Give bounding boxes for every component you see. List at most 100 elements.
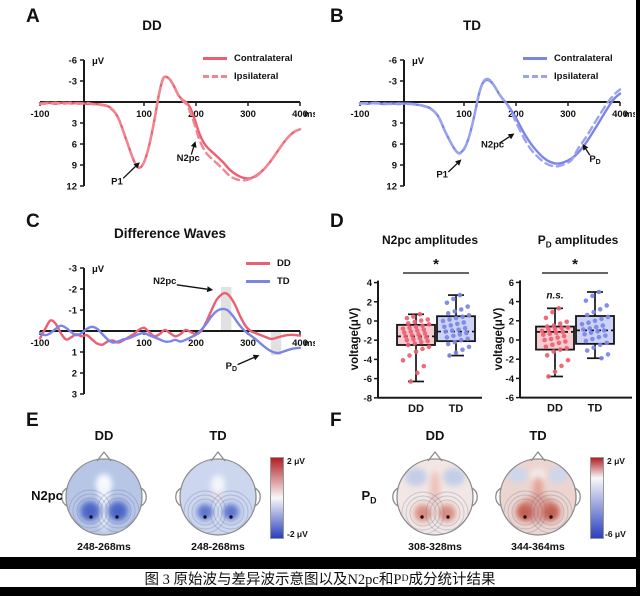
colorbar-e-max: 2 μV <box>287 456 305 466</box>
legend-label: Contralateral <box>234 53 293 64</box>
data-point <box>559 325 564 331</box>
y-tick-label: 3 <box>392 119 397 130</box>
topo-blob <box>85 507 95 517</box>
n2pc-amplitudes-title: N2pc amplitudes <box>381 233 479 247</box>
contour-ring <box>187 494 223 530</box>
data-point <box>420 323 425 329</box>
left-ear-icon <box>495 487 502 507</box>
topo-blob <box>214 499 222 523</box>
legend-label: Ipsilateral <box>554 71 599 82</box>
x-tick-label: 400 <box>292 338 308 349</box>
panel-d-letter: D <box>330 211 344 232</box>
electrode-dot <box>89 515 93 519</box>
data-point <box>588 330 594 336</box>
data-point <box>404 315 410 321</box>
pd-row-label: PD <box>346 488 392 506</box>
caption-sub: D <box>401 572 409 584</box>
difference-waves-plot: -3 -2 -1 1 2 3 -100 100 200 300 400ms μV N2pc PD <box>30 264 315 401</box>
figure-caption: 图 3 原始波与差异波示意图以及N2pc和P D 成分统计结果 <box>0 567 640 589</box>
topo-blob <box>405 468 427 486</box>
data-point <box>452 339 457 345</box>
data-point <box>417 335 423 341</box>
data-point <box>420 346 425 352</box>
data-point <box>461 320 467 325</box>
right-ear-icon <box>471 487 478 507</box>
ipsilateral-line-icon <box>523 75 547 78</box>
data-point <box>559 363 564 369</box>
pd-title-post: amplitudes <box>551 233 619 247</box>
annotation-label: N2pc <box>153 276 176 287</box>
topo-blob <box>443 468 465 486</box>
data-point <box>408 379 414 384</box>
data-point <box>597 342 603 348</box>
y-tick-label: -4 <box>364 355 373 366</box>
x-axis-unit: ms <box>304 338 315 349</box>
data-point <box>584 312 590 318</box>
nose-icon <box>210 451 226 462</box>
y-tick-label: -6 <box>364 374 372 385</box>
data-point <box>426 322 432 327</box>
contour-ring <box>533 494 569 530</box>
data-point <box>413 324 419 330</box>
erp-plot-dd: -6 -3 3 6 9 12 -100 100 200 300 400ms μV P1 N2pc <box>30 56 315 193</box>
data-point <box>599 316 604 322</box>
topomap-dd <box>397 459 473 535</box>
left-ear-icon <box>61 487 68 507</box>
topo-blob <box>548 467 568 483</box>
x-tick-label: -100 <box>30 109 49 120</box>
legend-ipsilateral: Ipsilateral <box>523 71 613 82</box>
y-tick-label: 0 <box>367 317 372 328</box>
topo-e-td-window: 248-268ms <box>191 541 245 553</box>
contralateral-line-icon <box>203 57 227 60</box>
data-point <box>451 333 456 339</box>
topo-e-dd-title: DD <box>94 428 114 443</box>
data-point <box>412 319 417 325</box>
data-point <box>563 339 568 344</box>
data-point <box>415 328 420 333</box>
legend-ipsilateral: Ipsilateral <box>203 71 293 82</box>
y-tick-label: 2 <box>509 316 514 327</box>
data-point <box>447 353 452 358</box>
x-tick-label: 300 <box>560 109 576 120</box>
annotation-label: PD <box>589 154 600 166</box>
significance-band <box>270 331 282 356</box>
y-tick-label: 6 <box>72 140 77 151</box>
right-ear-icon <box>254 487 261 507</box>
pd-title-sub: D <box>545 240 552 250</box>
caption-bottom-band <box>0 589 640 596</box>
x-tick-label: 100 <box>456 109 472 120</box>
ipsilateral-line-icon <box>203 75 227 78</box>
pd-title-pre: P <box>537 233 546 247</box>
data-point <box>464 330 469 336</box>
x-tick-label: 400 <box>612 109 628 120</box>
data-point <box>604 303 609 308</box>
data-point <box>586 320 591 326</box>
data-point <box>444 300 450 306</box>
contralateral-line-icon <box>523 57 547 60</box>
caption-pre: 图 3 原始波与差异波示意图以及N2pc和P <box>144 571 402 588</box>
x-tick-label: 200 <box>188 338 204 349</box>
data-point <box>565 325 571 330</box>
panel-a-letter: A <box>26 6 40 27</box>
y-tick-label: -2 <box>69 285 77 296</box>
x-axis-unit: ms <box>624 109 635 120</box>
data-point <box>554 330 559 336</box>
data-point <box>590 336 595 342</box>
head-outline <box>499 458 577 536</box>
annotation-arrow-line <box>190 146 195 155</box>
group-label: TD <box>449 403 464 415</box>
n2pc-boxplot-ylabel: voltage(μV) <box>349 307 361 371</box>
data-point <box>415 370 420 376</box>
series-ipsilateral-line <box>38 75 302 182</box>
y-tick-label: 12 <box>386 182 397 193</box>
data-point <box>555 335 560 340</box>
pd-topomaps <box>392 451 581 536</box>
panel-c-letter: C <box>26 211 40 232</box>
data-point <box>448 323 454 328</box>
data-point <box>445 341 451 347</box>
y-tick-label: -1 <box>69 306 78 317</box>
data-point <box>542 337 547 343</box>
y-tick-label: 3 <box>72 390 77 401</box>
y-tick-label: -6 <box>506 393 514 404</box>
x-tick-label: 200 <box>188 109 204 120</box>
